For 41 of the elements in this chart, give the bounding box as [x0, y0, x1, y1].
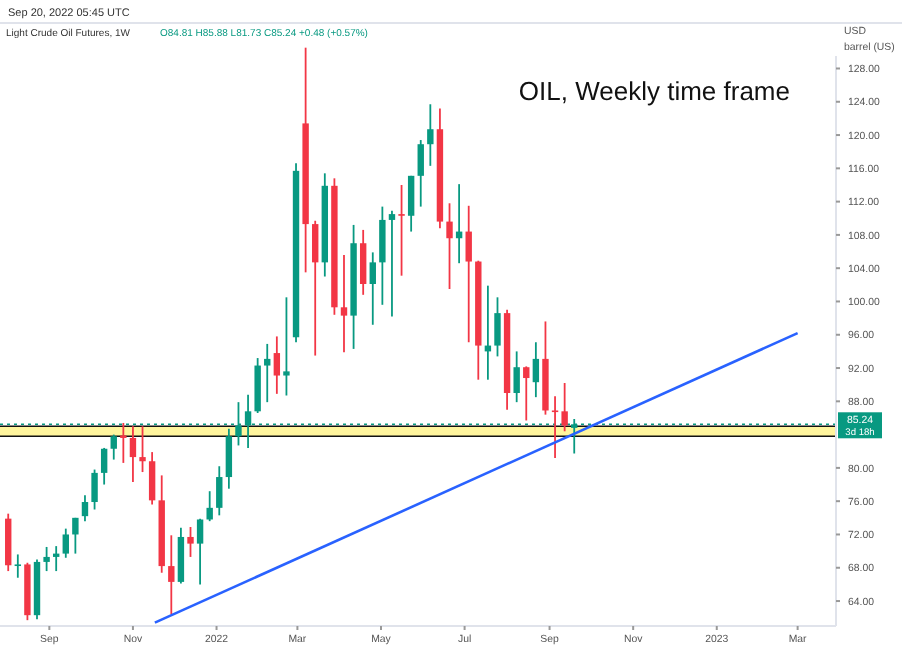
candlestick	[312, 219, 319, 357]
candlestick	[417, 139, 424, 208]
candlestick	[120, 422, 127, 464]
text: OIL, Weekly time frame	[518, 76, 790, 106]
candlestick	[465, 204, 472, 344]
candlestick	[168, 534, 175, 616]
candlestick	[196, 517, 204, 586]
candlestick	[187, 526, 194, 558]
candlestick	[427, 103, 434, 167]
candlestick	[91, 468, 98, 511]
candlestick	[407, 174, 415, 233]
candlestick	[216, 465, 223, 517]
candlestick	[523, 365, 530, 422]
candlestick	[513, 350, 520, 404]
candlestick	[340, 253, 348, 354]
candlestick	[254, 357, 261, 414]
candlestick	[369, 251, 376, 326]
candlestick	[206, 490, 213, 523]
candlestick	[148, 451, 156, 506]
candlestick	[532, 341, 540, 399]
candlestick	[43, 546, 50, 572]
candlestick	[110, 433, 117, 461]
candlestick	[494, 296, 501, 358]
candlestick	[359, 229, 367, 296]
candlestick	[225, 427, 233, 490]
candlestick	[5, 512, 12, 572]
candlestick	[273, 335, 281, 395]
candlestick	[72, 516, 79, 555]
candlestick	[388, 209, 396, 318]
candlestick	[100, 447, 108, 486]
candlestick	[283, 296, 290, 397]
candlestick	[62, 527, 69, 559]
candlestick	[139, 425, 146, 473]
candlestick	[398, 184, 405, 277]
candlestick	[81, 494, 89, 523]
candlestick	[14, 553, 22, 579]
candlestick	[264, 343, 271, 404]
candlestick	[446, 202, 453, 290]
candlestick	[177, 526, 185, 585]
candlestick	[379, 205, 386, 306]
candlestick	[129, 425, 137, 483]
